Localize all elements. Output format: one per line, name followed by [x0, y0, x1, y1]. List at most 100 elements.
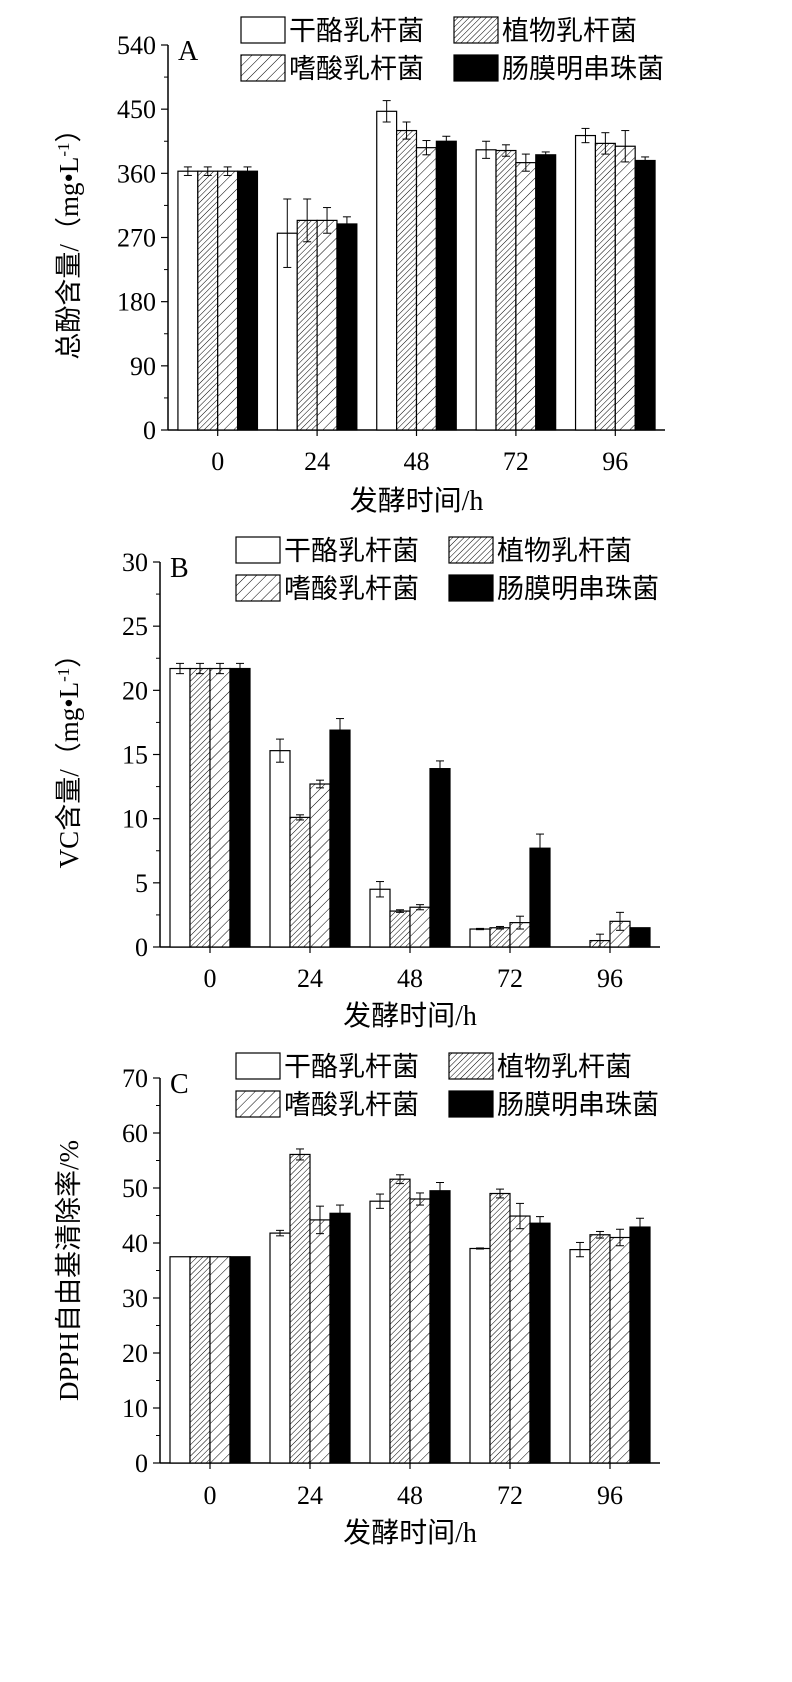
x-tick-label: 0: [204, 1481, 217, 1510]
bar-a-48-s1: [396, 129, 418, 431]
y-tick-label: 50: [122, 1174, 148, 1203]
bar-c-72-s0: [469, 1247, 491, 1464]
x-tick-label: 24: [304, 447, 330, 476]
legend-label: 肠膜明串珠菌: [497, 574, 659, 604]
legend-label: 干酪乳杆菌: [284, 536, 419, 566]
bar-b-0-s0: [169, 667, 191, 948]
bar-c-24-s1: [289, 1153, 311, 1464]
bar-a-48-s2: [415, 147, 437, 431]
x-tick-label: 24: [297, 964, 323, 993]
y-tick-label: 30: [122, 1284, 148, 1313]
x-tick-label: 72: [497, 964, 523, 993]
bar-a-0-s2: [217, 170, 239, 431]
panel-label: C: [170, 1069, 189, 1100]
x-tick-label: 96: [597, 1481, 623, 1510]
x-tick-label: 72: [497, 1481, 523, 1510]
bar-b-24-s1: [289, 816, 311, 948]
y-tick-label: 10: [122, 805, 148, 834]
y-tick-label: 270: [117, 224, 156, 253]
legend-swatch: [448, 574, 494, 602]
bar-b-96-s3: [629, 927, 651, 948]
bar-a-0-s3: [236, 170, 259, 431]
bar-c-72-s3: [529, 1222, 551, 1464]
bar-c-72-s1: [489, 1192, 511, 1464]
y-axis-title: DPPH自由基清除率/%: [54, 1140, 84, 1401]
x-tick-label: 48: [397, 1481, 423, 1510]
legend-swatch: [235, 1090, 281, 1118]
bar-a-24-s3: [336, 223, 358, 431]
bar-c-0-s0: [169, 1256, 191, 1464]
y-tick-label: 20: [122, 676, 148, 705]
bar-c-72-s2: [509, 1215, 531, 1464]
y-tick-label: 30: [122, 548, 148, 577]
panel-label: A: [178, 36, 199, 67]
x-axis-title: 发酵时间/h: [350, 485, 484, 517]
bar-a-24-s2: [316, 219, 338, 431]
legend-swatch: [448, 536, 494, 564]
bar-c-0-s2: [209, 1256, 231, 1464]
bar-b-24-s0: [269, 750, 291, 948]
bar-c-24-s0: [269, 1232, 291, 1464]
y-tick-label: 25: [122, 612, 148, 641]
legend-swatch: [235, 1052, 281, 1080]
bar-a-48-s3: [435, 140, 457, 431]
bar-a-72-s1: [495, 149, 517, 431]
x-tick-label: 96: [602, 447, 628, 476]
bar-c-24-s3: [329, 1212, 351, 1464]
bar-b-48-s0: [369, 888, 391, 948]
x-tick-label: 24: [297, 1481, 323, 1510]
bar-c-96-s2: [609, 1236, 631, 1464]
bar-c-0-s3: [229, 1256, 251, 1464]
legend-label: 植物乳杆菌: [497, 1052, 632, 1082]
bar-a-96-s3: [634, 159, 656, 431]
y-tick-label: 15: [122, 741, 148, 770]
y-tick-label: 10: [122, 1394, 148, 1423]
bar-a-96-s0: [574, 134, 597, 431]
bar-a-48-s0: [376, 110, 398, 431]
y-tick-label: 450: [117, 95, 156, 124]
legend-swatch: [453, 54, 499, 82]
y-tick-label: 0: [143, 416, 156, 445]
y-tick-label: 70: [122, 1064, 148, 1093]
y-tick-label: 20: [122, 1339, 148, 1368]
bar-b-0-s3: [229, 667, 251, 948]
legend-label: 嗜酸乳杆菌: [289, 54, 424, 84]
bar-b-48-s1: [389, 910, 411, 948]
x-axis-title: 发酵时间/h: [343, 1517, 477, 1549]
x-axis-title: 发酵时间/h: [343, 1000, 477, 1032]
bar-c-48-s2: [409, 1198, 431, 1464]
bar-b-48-s3: [429, 768, 451, 948]
bar-b-0-s1: [189, 667, 211, 948]
bar-b-72-s1: [489, 927, 511, 948]
legend-label: 植物乳杆菌: [502, 16, 637, 46]
y-axis-title: 总酚含量/（mg•L-1）: [54, 115, 84, 359]
y-tick-label: 0: [135, 1449, 148, 1478]
x-tick-label: 48: [397, 964, 423, 993]
bar-c-24-s2: [309, 1219, 331, 1464]
bar-c-48-s1: [389, 1178, 411, 1464]
bar-a-96-s1: [594, 142, 616, 431]
x-tick-label: 72: [503, 447, 529, 476]
legend-label: 干酪乳杆菌: [289, 16, 424, 46]
y-tick-label: 5: [135, 869, 148, 898]
bar-c-96-s0: [569, 1248, 591, 1464]
legend-label: 肠膜明串珠菌: [502, 54, 664, 84]
bar-c-48-s3: [429, 1190, 451, 1464]
legend-swatch: [235, 536, 281, 564]
legend-label: 嗜酸乳杆菌: [284, 574, 419, 604]
y-tick-label: 90: [130, 352, 156, 381]
y-tick-label: 40: [122, 1229, 148, 1258]
bar-c-96-s3: [629, 1226, 651, 1464]
y-tick-label: 60: [122, 1119, 148, 1148]
bar-b-24-s2: [309, 783, 331, 948]
x-tick-label: 0: [211, 447, 224, 476]
bar-c-48-s0: [369, 1200, 391, 1464]
legend-label: 肠膜明串珠菌: [497, 1090, 659, 1120]
bar-b-24-s3: [329, 729, 351, 948]
legend-swatch: [453, 16, 499, 44]
legend-swatch: [448, 1052, 494, 1080]
bar-b-0-s2: [209, 667, 231, 948]
x-tick-label: 0: [204, 964, 217, 993]
